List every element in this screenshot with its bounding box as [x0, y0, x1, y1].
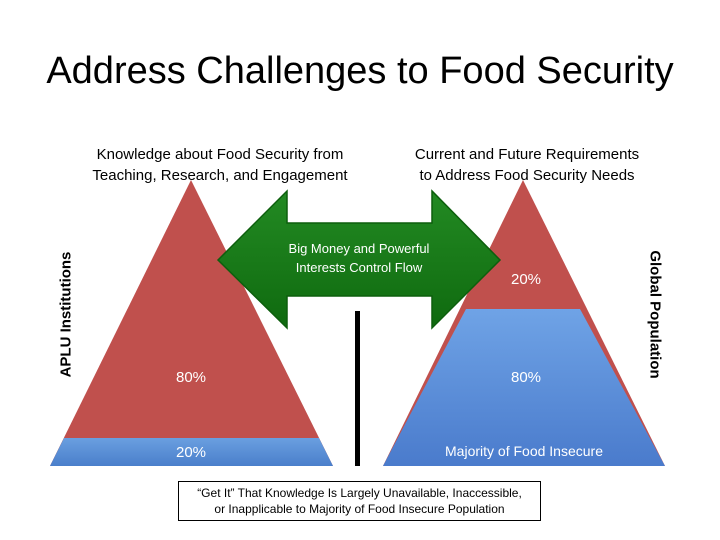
left-bottom-percent: 20% — [141, 444, 241, 461]
right-caption-line1: Current and Future Requirements — [337, 144, 717, 165]
right-side-label: Global Population — [647, 215, 664, 415]
note-box: “Get It” That Knowledge Is Largely Unava… — [178, 481, 541, 521]
arrow-text-line2: Interests Control Flow — [259, 258, 459, 277]
right-pyramid-caption: Current and Future Requirements to Addre… — [337, 144, 717, 186]
right-bottom-percent: 80% — [476, 369, 576, 386]
left-top-percent: 80% — [141, 369, 241, 386]
slide-title: Address Challenges to Food Security — [0, 50, 720, 93]
arrow-text: Big Money and Powerful Interests Control… — [259, 239, 459, 277]
vertical-divider — [355, 311, 360, 466]
note-line1: “Get It” That Knowledge Is Largely Unava… — [179, 485, 540, 501]
right-bottom-sublabel: Majority of Food Insecure — [424, 443, 624, 459]
right-caption-line2: to Address Food Security Needs — [337, 165, 717, 186]
left-side-label: APLU Institutions — [58, 215, 75, 415]
arrow-text-line1: Big Money and Powerful — [259, 239, 459, 258]
note-line2: or Inapplicable to Majority of Food Inse… — [179, 501, 540, 517]
right-top-percent: 20% — [476, 271, 576, 288]
